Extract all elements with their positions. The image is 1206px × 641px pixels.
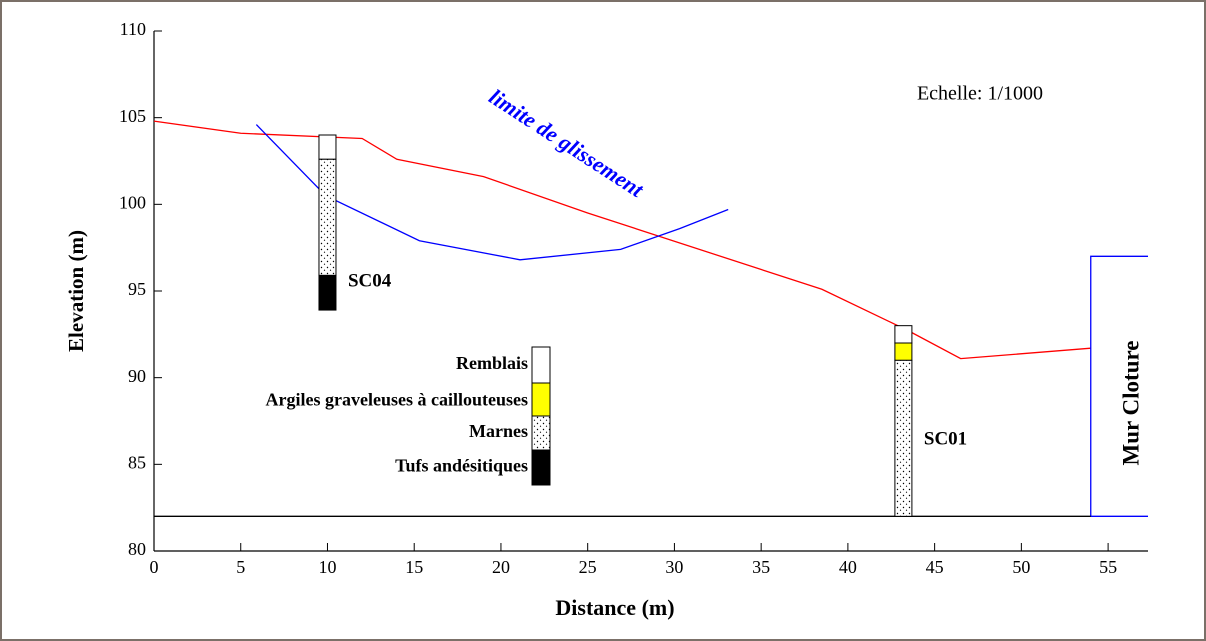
borehole-layer	[318, 158, 337, 276]
borehole-layer	[318, 134, 337, 160]
y-tick-label: 110	[120, 19, 146, 39]
x-tick-label: 10	[318, 557, 336, 577]
legend-label: Marnes	[469, 421, 528, 441]
line-wall	[1090, 255, 1148, 517]
borehole-layer	[894, 325, 913, 344]
y-tick-label: 80	[128, 539, 146, 559]
y-axis-label: Elevation (m)	[64, 230, 88, 352]
borehole-label: SC01	[924, 428, 967, 449]
x-tick-label: 15	[405, 557, 423, 577]
borehole-layer	[894, 342, 913, 361]
slip-annotation: limite de glissement	[485, 84, 649, 203]
legend-label: Remblais	[456, 353, 528, 373]
x-tick-label: 20	[492, 557, 510, 577]
x-tick-label: 30	[665, 557, 683, 577]
legend-swatch	[531, 415, 551, 451]
x-tick-label: 25	[579, 557, 597, 577]
y-tick-label: 100	[119, 192, 146, 212]
legend-label: Tufs andésitiques	[395, 456, 528, 476]
x-tick-label: 45	[926, 557, 944, 577]
borehole-layer	[894, 359, 913, 517]
legend-swatch	[531, 449, 551, 486]
scale-annotation: Echelle: 1/1000	[917, 83, 1043, 105]
legend-swatch	[531, 346, 551, 384]
x-axis-label: Distance (m)	[555, 595, 674, 620]
y-tick-label: 105	[119, 106, 146, 126]
legend-swatch	[531, 382, 551, 417]
y-tick-label: 85	[128, 452, 146, 472]
borehole-layer	[318, 274, 337, 311]
y-tick-label: 90	[128, 366, 146, 386]
x-tick-label: 5	[236, 557, 245, 577]
borehole-label: SC04	[348, 270, 392, 291]
y-tick-label: 95	[128, 279, 146, 299]
line-ground	[153, 120, 1091, 360]
legend-label: Argiles graveleuses à caillouteuses	[266, 390, 528, 410]
x-tick-label: 0	[150, 557, 159, 577]
x-tick-label: 50	[1012, 557, 1030, 577]
x-tick-label: 35	[752, 557, 770, 577]
x-tick-label: 40	[839, 557, 857, 577]
x-tick-label: 55	[1099, 557, 1117, 577]
wall-annotation: Mur Cloture	[1118, 341, 1143, 466]
